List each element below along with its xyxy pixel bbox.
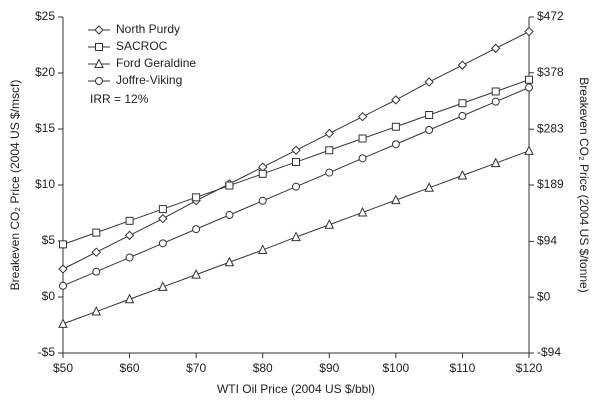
data-point <box>124 293 135 304</box>
data-point <box>524 26 534 37</box>
x-tick-label: $90 <box>319 361 339 375</box>
y2-tick-label: $189 <box>537 177 564 191</box>
data-point <box>257 244 268 254</box>
data-point <box>225 181 234 190</box>
y-tick-label: $15 <box>35 121 55 135</box>
data-point <box>491 97 500 106</box>
y-tick-label: $25 <box>35 9 55 23</box>
data-point <box>391 95 401 105</box>
x-tick-label: $60 <box>120 361 140 375</box>
data-point <box>490 157 501 168</box>
data-point <box>58 318 68 328</box>
data-point <box>424 77 434 87</box>
data-point <box>91 247 101 257</box>
data-point <box>158 205 167 214</box>
data-point <box>224 256 235 267</box>
y2-axis-label: Breakeven CO₂ Price (2004 US $/tonne) <box>577 77 591 292</box>
x-tick-label: $80 <box>253 361 273 375</box>
legend-marker <box>95 43 103 51</box>
data-point <box>292 182 300 191</box>
data-point <box>391 194 401 205</box>
data-point <box>258 169 267 178</box>
y2-tick-label: $472 <box>537 9 564 23</box>
x-axis-label: WTI Oil Price (2004 US $/bbl) <box>217 382 375 396</box>
data-point <box>158 239 167 248</box>
x-tick-label: $110 <box>450 361 476 375</box>
legend-label: Ford Geraldine <box>116 56 196 70</box>
data-point <box>291 145 301 155</box>
data-point <box>325 168 334 177</box>
data-point <box>158 281 168 291</box>
data-point <box>425 126 434 135</box>
data-point <box>458 99 467 108</box>
legend-label: North Purdy <box>116 22 180 36</box>
y-axis-label: Breakeven CO₂ Price (2004 US $/mscf) <box>8 80 22 291</box>
data-point <box>525 75 533 84</box>
data-point <box>358 134 367 143</box>
x-tick-label: $120 <box>516 361 543 375</box>
data-point <box>225 211 234 220</box>
data-point <box>125 253 134 262</box>
data-point <box>291 231 301 242</box>
data-point <box>391 140 400 149</box>
annotation: IRR = 12% <box>90 92 149 106</box>
y-tick-label: $5 <box>42 233 56 247</box>
data-point <box>357 206 368 217</box>
data-point <box>92 228 101 237</box>
data-point <box>59 240 67 249</box>
y2-tick-label: $283 <box>537 121 564 135</box>
legend-label: Joffre-Viking <box>116 73 182 87</box>
data-point <box>491 87 500 96</box>
legend-label: SACROC <box>116 39 168 53</box>
legend-marker <box>94 58 104 68</box>
data-point <box>191 268 201 279</box>
data-point <box>59 281 67 290</box>
data-point <box>457 169 468 180</box>
data-point <box>358 154 367 163</box>
y2-tick-label: -$94 <box>537 345 561 359</box>
data-point <box>125 216 134 225</box>
y2-tick-label: $0 <box>537 289 551 303</box>
data-point <box>524 145 534 155</box>
data-point <box>258 196 267 205</box>
y-tick-label: $10 <box>35 177 55 191</box>
data-point <box>357 111 368 122</box>
data-point <box>192 225 201 234</box>
data-point <box>391 122 400 131</box>
x-tick-label: $50 <box>53 361 73 375</box>
data-point <box>124 230 135 241</box>
data-point <box>458 111 467 120</box>
data-point <box>425 111 434 119</box>
data-point <box>325 146 334 155</box>
data-point <box>457 60 468 70</box>
y2-tick-label: $94 <box>537 234 557 248</box>
y-tick-label: -$5 <box>38 345 56 359</box>
data-point <box>424 182 434 192</box>
data-point <box>491 43 501 54</box>
data-point <box>91 305 102 316</box>
x-tick-label: $100 <box>383 361 410 375</box>
data-point <box>525 83 533 92</box>
data-point <box>192 193 201 202</box>
data-point <box>292 158 300 167</box>
y-tick-label: $20 <box>35 65 55 79</box>
y2-tick-label: $378 <box>537 65 564 79</box>
data-point <box>92 267 101 276</box>
data-point <box>324 128 334 139</box>
y-tick-label: $0 <box>42 289 56 303</box>
data-point <box>324 219 335 229</box>
legend-marker <box>94 25 104 35</box>
x-tick-label: $70 <box>186 361 206 375</box>
data-point <box>58 264 68 274</box>
legend-marker <box>95 77 103 85</box>
data-point <box>158 213 168 224</box>
